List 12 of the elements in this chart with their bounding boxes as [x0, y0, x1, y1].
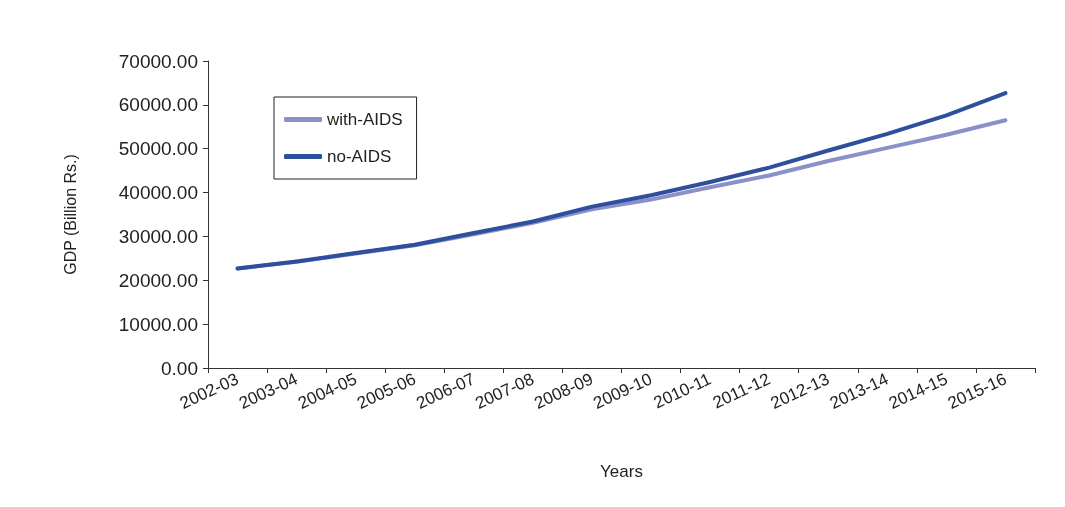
legend-label: with-AIDS — [326, 110, 403, 129]
y-tick-label: 20000.00 — [118, 269, 198, 291]
y-tick-label: 40000.00 — [118, 182, 198, 204]
y-tick-label: 60000.00 — [118, 94, 198, 116]
y-tick-label: 10000.00 — [118, 313, 198, 335]
y-tick-label: 30000.00 — [118, 225, 198, 247]
y-tick-label: 0.00 — [161, 357, 198, 379]
legend-label: no-AIDS — [327, 147, 392, 166]
y-tick-label: 50000.00 — [118, 138, 198, 160]
x-axis-title: Years — [600, 462, 643, 481]
y-tick-label: 70000.00 — [118, 50, 198, 72]
y-axis-title: GDP (Billion Rs.) — [61, 154, 79, 275]
